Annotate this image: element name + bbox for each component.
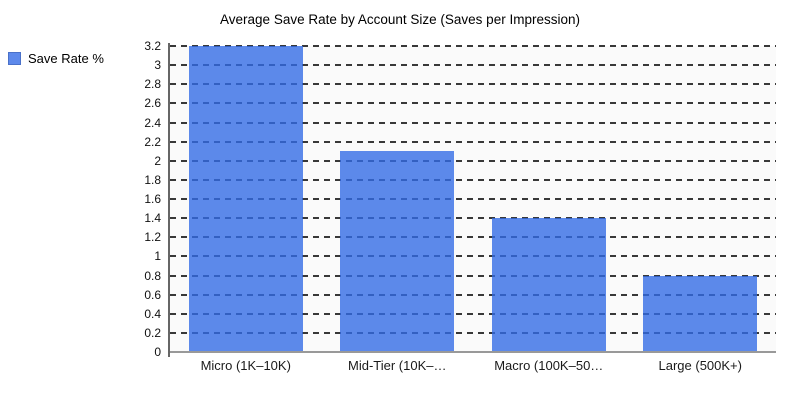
- bar-Micro (1K–10K)[interactable]: [188, 46, 303, 352]
- y-tick-label-0.8: 0.8: [144, 268, 161, 283]
- y-tick-label-0.4: 0.4: [144, 306, 161, 321]
- gridline-2: [170, 159, 776, 162]
- chart-title: Average Save Rate by Account Size (Saves…: [220, 12, 580, 27]
- x-axis-category-labels: Micro (1K–10K) Mid-Tier (10K–… Macro (100K…: [170, 358, 776, 373]
- gridline-2.8: [170, 83, 776, 86]
- y-axis-tick-labels: 0 0.2 0.4 0.6 0.8 1 1.2 1.4 1.6 1.8 2 2.2 2.4 2.6 2.8 3…: [100, 39, 164, 359]
- gridline-1: [170, 255, 776, 258]
- x-category-label-3: Large (500K+): [658, 358, 742, 373]
- bar-Mid-Tier (10K–…[interactable]: [340, 151, 455, 352]
- bar-cell-2: [473, 46, 625, 352]
- legend-swatch-icon: [8, 52, 21, 65]
- gridline-1.2: [170, 236, 776, 239]
- y-tick-label-2.4: 2.4: [144, 115, 161, 130]
- y-tick-label-1.8: 1.8: [144, 172, 161, 187]
- gridline-0.2: [170, 331, 776, 334]
- gridline-2.4: [170, 121, 776, 124]
- x-category-label-1: Mid-Tier (10K–…: [348, 358, 447, 373]
- y-tick-label-1.6: 1.6: [144, 192, 161, 206]
- x-category-label-0: Micro (1K–10K): [200, 358, 291, 373]
- y-tick-label-2.8: 2.8: [144, 77, 161, 92]
- gridline-0.8: [170, 274, 776, 277]
- bar-Large (500K+)[interactable]: [643, 275, 758, 352]
- legend-label: Save Rate %: [28, 51, 104, 66]
- gridline-3.2: [170, 45, 776, 47]
- y-tick-label-3.2: 3.2: [144, 39, 161, 53]
- gridline-0.6: [170, 293, 776, 296]
- plot-area: [170, 45, 776, 353]
- gridline-2.2: [170, 140, 776, 143]
- y-tick-label-0: 0: [154, 345, 161, 359]
- bar-cell-3: [625, 46, 777, 352]
- y-tick-label-3: 3: [154, 58, 161, 73]
- y-tick-label-2.6: 2.6: [144, 96, 161, 111]
- bar-cell-1: [322, 46, 474, 352]
- gridline-1.6: [170, 198, 776, 200]
- gridline-2.6: [170, 102, 776, 105]
- x-axis-baseline: [170, 351, 776, 353]
- gridline-1.8: [170, 178, 776, 181]
- bar-Macro (100K–50…[interactable]: [491, 218, 606, 352]
- y-axis-line: [168, 43, 170, 357]
- y-tick-label-2.2: 2.2: [144, 134, 161, 149]
- x-category-label-2: Macro (100K–50…: [494, 358, 604, 373]
- gridline-3: [170, 64, 776, 67]
- y-tick-label-2: 2: [154, 153, 161, 168]
- bar-cell-0: [170, 46, 322, 352]
- y-tick-label-0.6: 0.6: [144, 287, 161, 302]
- y-tick-label-0.2: 0.2: [144, 325, 161, 340]
- legend: Save Rate %: [8, 51, 104, 66]
- bars-container: [170, 46, 776, 352]
- gridline-0.4: [170, 312, 776, 315]
- gridline-1.4: [170, 217, 776, 220]
- y-tick-label-1.2: 1.2: [144, 230, 161, 245]
- y-tick-label-1.4: 1.4: [144, 211, 161, 226]
- y-tick-label-1: 1: [154, 249, 161, 264]
